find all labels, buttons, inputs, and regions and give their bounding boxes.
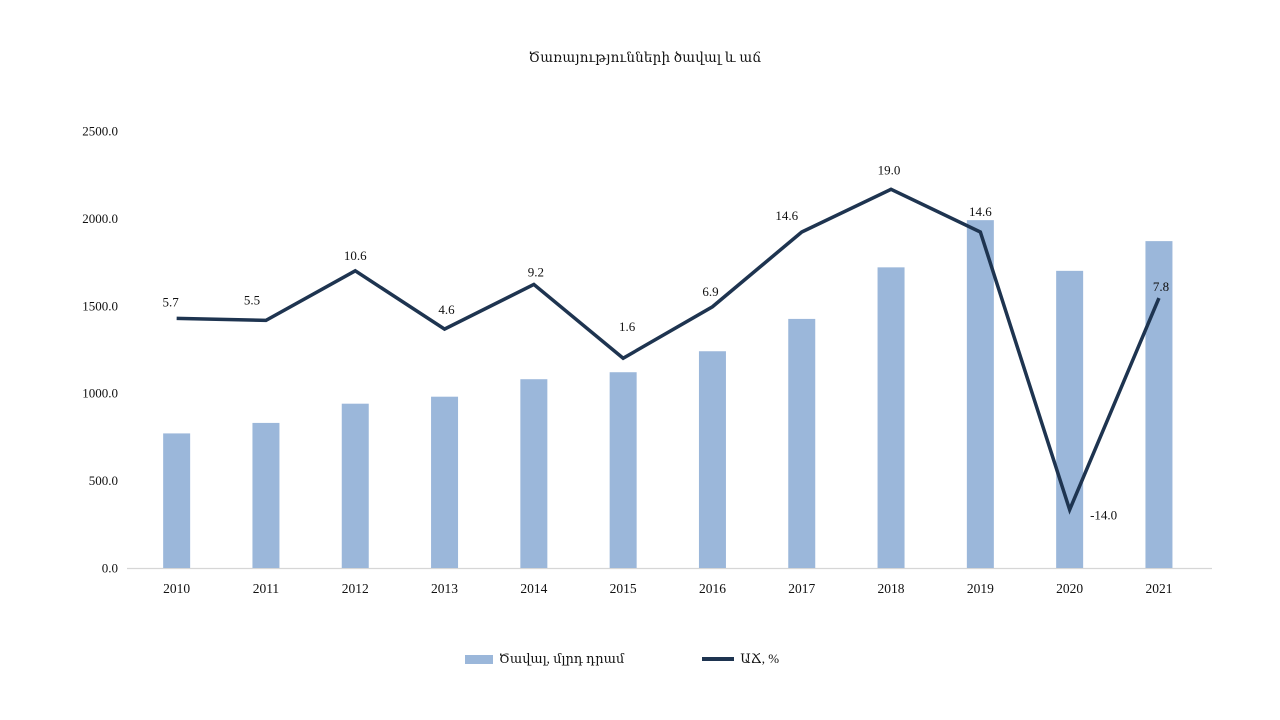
growth-line [176,187,1161,515]
y-axis-tick-label: 0.0 [102,561,118,576]
bar-series-swatch-icon [464,654,493,664]
legend-label-volume: Ծավալ, մլրդ դրամ [498,651,625,666]
line-data-label: 7.8 [1153,279,1169,294]
x-axis-tick-label: 2010 [163,581,190,596]
bar-2010 [163,433,191,568]
x-axis-tick-label: 2018 [878,581,905,596]
bar-2012 [341,403,369,568]
bar-2016 [698,351,726,568]
x-axis-tick-label: 2011 [253,581,280,596]
line-data-label: 5.5 [244,292,260,307]
x-axis-tick-label: 2020 [1056,581,1083,596]
line-data-label: 10.6 [344,248,367,263]
y-axis-tick-label: 1000.0 [82,386,118,401]
bar-2014 [520,379,548,568]
line-data-label: -14.0 [1090,508,1117,523]
bar-2013 [431,396,459,568]
bar-2018 [877,267,905,568]
legend-label-growth: ԱՃ, % [740,651,780,666]
bar-2019 [966,220,994,568]
line-data-label: 19.0 [878,162,901,177]
y-axis-tick-label: 500.0 [89,473,118,488]
x-axis-tick-label: 2015 [610,581,637,596]
combo-chart: 0.0 500.0 1000.0 1500.0 2000.0 2500.0 2010 2011… [82,124,1212,596]
y-axis-tick-label: 1500.0 [82,298,118,313]
line-data-label: 5.7 [163,294,180,309]
line-data-label: 4.6 [438,302,455,317]
x-axis-tick-label: 2012 [342,581,369,596]
line-data-label: 1.6 [619,319,636,334]
line-data-label: 9.2 [528,264,544,279]
y-axis-tick-label: 2000.0 [82,211,118,226]
x-axis-tick-label: 2017 [788,581,815,596]
line-data-label: 14.6 [969,204,992,219]
x-axis-tick-label: 2016 [699,581,726,596]
line-data-label: 14.6 [775,208,798,223]
line-series-swatch-icon [702,657,735,661]
x-axis-tick-label: 2019 [967,581,994,596]
bar-2021 [1145,241,1173,568]
bar-2020 [1056,270,1084,568]
chart-title: Ծառայությունների ծավալ և աճ [528,50,762,65]
bar-2011 [252,422,280,568]
bar-2017 [788,318,816,568]
line-data-label: 6.9 [702,284,718,299]
y-axis-tick-label: 2500.0 [82,124,118,139]
bar-2015 [609,372,637,568]
x-axis-tick-label: 2013 [431,581,458,596]
x-axis-tick-label: 2014 [520,581,547,596]
chart-legend: Ծավալ, մլրդ դրամ ԱՃ, % [0,651,1262,667]
legend-item-growth: ԱՃ, % [702,651,779,667]
legend-item-volume: Ծավալ, մլրդ դրամ [464,651,625,667]
x-axis-tick-label: 2021 [1145,581,1172,596]
